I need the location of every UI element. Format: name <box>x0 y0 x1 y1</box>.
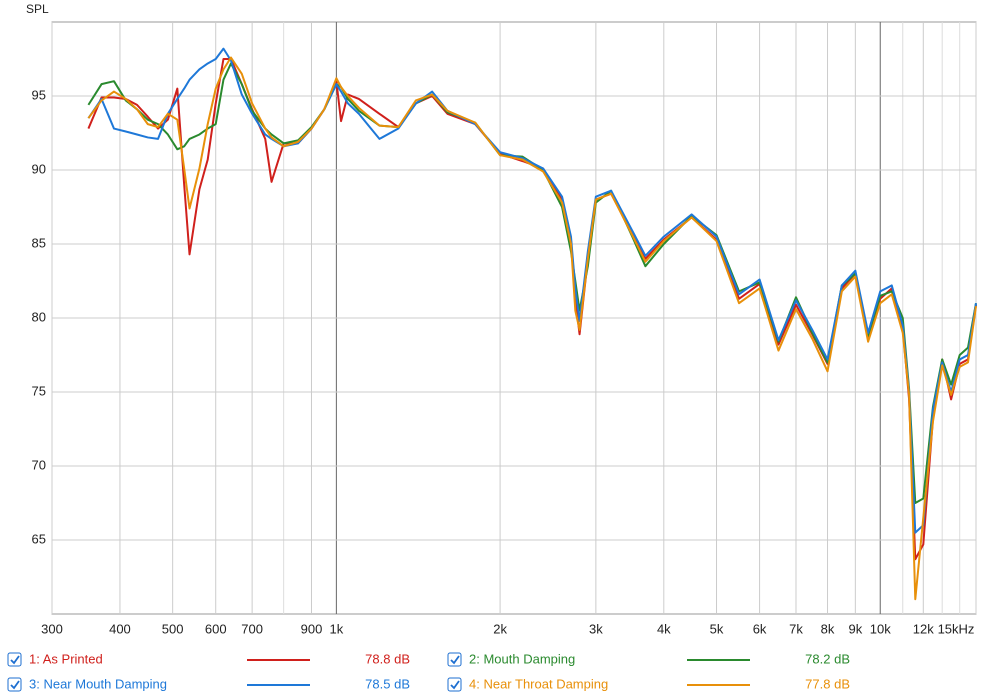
x-tick-label: 2k <box>493 621 507 636</box>
legend-level: 77.8 dB <box>805 676 850 691</box>
x-tick-label: 5k <box>710 621 724 636</box>
x-tick-label: 15kHz <box>938 621 975 636</box>
x-tick-label: 500 <box>162 621 184 636</box>
y-tick-label: 80 <box>32 309 46 324</box>
legend-label: 2: Mouth Damping <box>469 651 575 666</box>
legend-label: 3: Near Mouth Damping <box>29 676 167 691</box>
y-tick-label: 70 <box>32 457 46 472</box>
x-tick-label: 12k <box>913 621 934 636</box>
x-tick-label: 700 <box>241 621 263 636</box>
y-tick-label: 95 <box>32 87 46 102</box>
x-tick-label: 600 <box>205 621 227 636</box>
x-tick-label: 300 <box>41 621 63 636</box>
legend-checkmark <box>10 680 20 690</box>
legend-checkbox[interactable] <box>447 652 462 667</box>
y-tick-label: 75 <box>32 383 46 398</box>
x-tick-label: 3k <box>589 621 603 636</box>
series-line <box>87 56 977 601</box>
x-tick-label: 9k <box>848 621 862 636</box>
legend-checkmark <box>450 655 460 665</box>
legend-checkbox[interactable] <box>7 652 22 667</box>
y-axis-label: SPL <box>26 2 49 16</box>
legend-checkbox[interactable] <box>447 677 462 692</box>
legend-level: 78.5 dB <box>365 676 410 691</box>
legend-level: 78.8 dB <box>365 651 410 666</box>
y-tick-label: 85 <box>32 235 46 250</box>
legend-level: 78.2 dB <box>805 651 850 666</box>
x-tick-label: 900 <box>301 621 323 636</box>
x-tick-label: 7k <box>789 621 803 636</box>
x-tick-label: 6k <box>753 621 767 636</box>
x-tick-label: 8k <box>821 621 835 636</box>
x-tick-label: 4k <box>657 621 671 636</box>
legend-label: 4: Near Throat Damping <box>469 676 608 691</box>
legend-checkmark <box>450 680 460 690</box>
series-line <box>87 47 977 534</box>
legend-checkbox[interactable] <box>7 677 22 692</box>
x-tick-label: 10k <box>870 621 891 636</box>
legend-label: 1: As Printed <box>29 651 103 666</box>
y-tick-label: 90 <box>32 161 46 176</box>
x-tick-label: 400 <box>109 621 131 636</box>
legend-checkmark <box>10 655 20 665</box>
y-tick-label: 65 <box>32 531 46 546</box>
x-tick-label: 1k <box>330 621 344 636</box>
